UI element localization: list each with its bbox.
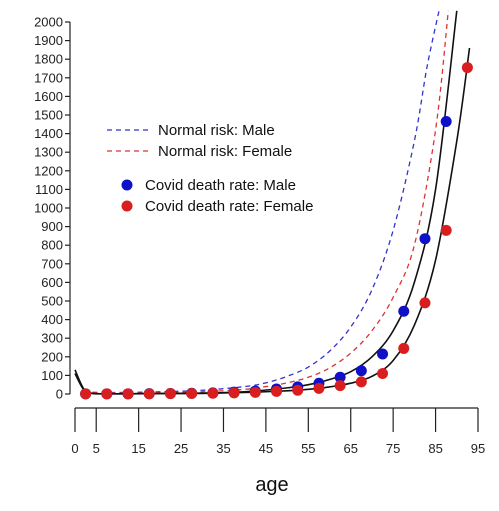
covid-death-rate-female-point [440, 224, 452, 236]
legend-label: Covid death rate: Female [145, 198, 313, 215]
y-tick-label: 900 [41, 219, 63, 234]
y-tick-label: 1400 [34, 126, 63, 141]
covid-death-rate-female-point [271, 385, 282, 397]
y-tick-label: 200 [41, 349, 63, 364]
y-tick-label: 1900 [34, 33, 63, 48]
covid-death-rate-female-point [313, 382, 325, 394]
covid-death-rate-female-point [80, 388, 92, 400]
covid-death-rate-female-point [292, 384, 304, 396]
legend-label: Normal risk: Male [158, 122, 275, 139]
covid-death-rate-female-point [101, 388, 113, 400]
y-tick-label: 2000 [34, 15, 63, 30]
legend: Normal risk: Male Normal risk: Female Covi… [107, 122, 313, 215]
x-tick-label: 5 [93, 441, 100, 456]
covid-death-rate-female-point [355, 376, 367, 388]
x-axis: 0 5 15 25 35 45 55 65 75 85 95 [71, 407, 485, 456]
covid-death-rate-female-point [164, 388, 176, 400]
y-axis: 0 100 200 300 400 500 600 700 800 900 1000 1100 1200… [34, 15, 71, 402]
covid-death-rate-female-point [207, 387, 219, 399]
covid-death-rate-female-point [419, 297, 431, 309]
x-tick-label: 65 [344, 441, 358, 456]
x-tick-label: 0 [71, 441, 78, 456]
x-tick-label: 15 [131, 441, 145, 456]
y-tick-label: 400 [41, 312, 63, 327]
covid-death-rate-female-point [334, 380, 346, 392]
female-fit-line [74, 47, 471, 395]
y-tick-label: 1100 [35, 182, 63, 197]
y-tick-label: 500 [41, 294, 63, 309]
normal-risk-female-line [83, 10, 449, 394]
covid-death-rate-female-point [143, 388, 155, 400]
covid-death-rate-female-point [461, 62, 473, 74]
x-tick-label: 35 [216, 441, 230, 456]
y-tick-label: 1500 [34, 108, 63, 123]
x-tick-label: 75 [386, 441, 400, 456]
covid-death-rate-female-point [398, 342, 410, 354]
covid-death-rate-female-point [122, 388, 134, 400]
y-tick-label: 600 [41, 275, 63, 290]
x-axis-title: age [255, 474, 288, 496]
covid-death-rate-male-point [334, 371, 346, 383]
covid-death-rate-male-point [398, 305, 410, 317]
covid-death-rate-female-point [228, 387, 240, 399]
legend-swatch [121, 200, 133, 212]
y-tick-label: 1000 [34, 201, 63, 216]
x-tick-label: 85 [428, 441, 442, 456]
x-tick-label: 45 [259, 441, 273, 456]
y-tick-label: 0 [56, 387, 63, 402]
covid-death-rate-female-point [249, 386, 261, 398]
plot-points [80, 62, 473, 400]
y-tick-label: 700 [41, 256, 63, 271]
y-tick-label: 1300 [34, 145, 63, 160]
legend-label: Covid death rate: Male [145, 177, 296, 194]
covid-death-rate-male-point [355, 365, 367, 377]
covid-death-rate-female-point [186, 387, 198, 399]
y-tick-label: 1600 [34, 89, 63, 104]
y-tick-label: 100 [41, 368, 63, 383]
y-tick-label: 800 [41, 238, 63, 253]
x-tick-label: 95 [471, 441, 485, 456]
legend-label: Normal risk: Female [158, 143, 292, 160]
y-tick-label: 1200 [34, 163, 63, 178]
covid-death-rate-male-point [419, 233, 431, 245]
covid-death-rate-male-point [377, 348, 389, 360]
x-tick-label: 55 [301, 441, 315, 456]
x-tick-label: 25 [174, 441, 188, 456]
y-tick-label: 1800 [34, 52, 63, 67]
y-tick-label: 1700 [34, 70, 63, 85]
legend-swatch [121, 179, 133, 191]
covid-death-rate-male-point [440, 116, 452, 128]
y-tick-label: 300 [41, 331, 63, 346]
covid-death-rate-female-point [377, 368, 389, 380]
